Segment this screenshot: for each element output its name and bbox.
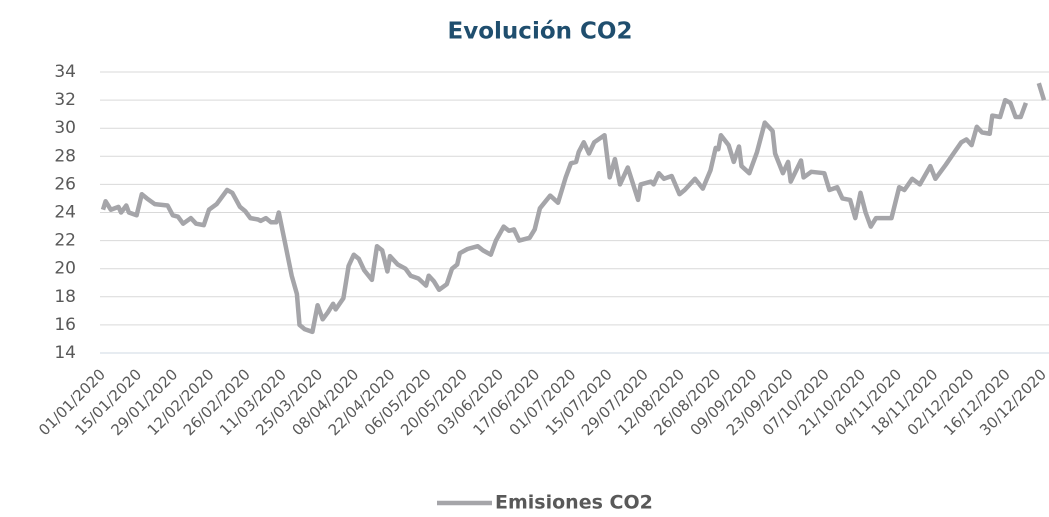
chart-title: Evolución CO2 [448, 19, 633, 45]
y-tick-label: 22 [54, 231, 76, 251]
data-line [100, 82, 1047, 335]
y-tick-label: 18 [54, 287, 76, 307]
y-tick-label: 20 [54, 259, 76, 279]
y-tick-label: 34 [54, 62, 76, 82]
y-tick-label: 14 [54, 343, 76, 363]
y-tick-label: 30 [54, 118, 76, 138]
y-tick-label: 32 [54, 90, 76, 110]
y-tick-label: 26 [54, 174, 76, 194]
y-tick-label: 24 [54, 203, 76, 223]
y-tick-label: 16 [54, 315, 76, 335]
legend-label: Emisiones CO2 [495, 492, 653, 514]
y-tick-label: 28 [54, 146, 76, 166]
